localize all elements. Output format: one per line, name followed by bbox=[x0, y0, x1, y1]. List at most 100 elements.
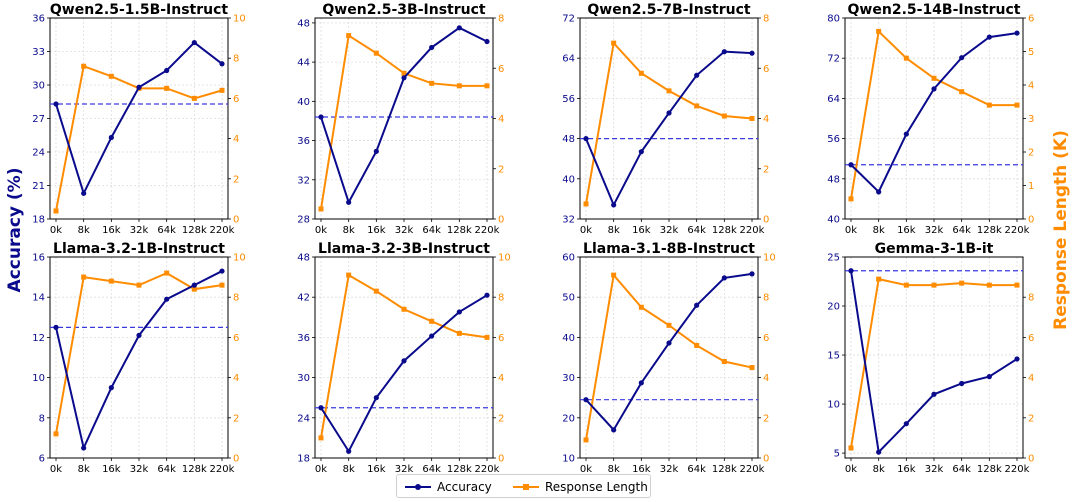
accuracy-point bbox=[666, 110, 672, 116]
right-tick-label: 8 bbox=[498, 293, 504, 304]
right-tick-label: 8 bbox=[763, 293, 769, 304]
left-tick-label: 50 bbox=[562, 293, 575, 304]
left-tick-label: 60 bbox=[562, 253, 575, 264]
subplot-title: Qwen2.5-14B-Instruct bbox=[848, 2, 1021, 18]
x-tick-label: 220k bbox=[1005, 225, 1030, 236]
accuracy-point bbox=[721, 49, 727, 55]
length-point bbox=[429, 318, 435, 324]
length-point bbox=[53, 431, 59, 437]
legend-item-accuracy: Accuracy bbox=[405, 479, 492, 495]
accuracy-point bbox=[583, 136, 589, 142]
plot-frame bbox=[579, 17, 759, 220]
left-tick-label: 20 bbox=[827, 302, 840, 313]
right-tick-label: 10 bbox=[498, 253, 511, 264]
accuracy-point bbox=[749, 50, 755, 56]
length-point bbox=[694, 103, 700, 109]
length-point bbox=[848, 196, 854, 202]
x-tick-label: 220k bbox=[475, 464, 500, 475]
x-tick-label: 128k bbox=[712, 464, 737, 475]
left-tick-label: 10 bbox=[562, 454, 575, 465]
right-tick-label: 4 bbox=[1028, 81, 1034, 92]
right-tick-label: 10 bbox=[233, 253, 246, 264]
left-tick-label: 21 bbox=[32, 181, 45, 192]
accuracy-point bbox=[903, 131, 909, 137]
length-point bbox=[346, 33, 352, 39]
length-point bbox=[666, 322, 672, 328]
accuracy-point bbox=[959, 55, 965, 61]
length-point bbox=[346, 272, 352, 278]
x-tick-label: 128k bbox=[447, 464, 472, 475]
subplot-2: 28 32 36 40 44 48 0 2 4 6 8 0k 8k 16k 32k 64k 128k 220k Qw… bbox=[297, 2, 504, 236]
subplot-title: Qwen2.5-1.5B-Instruct bbox=[50, 2, 229, 18]
right-tick-label: 8 bbox=[498, 14, 504, 25]
accuracy-point bbox=[903, 421, 909, 427]
plot-frame bbox=[844, 256, 1024, 459]
accuracy-point bbox=[219, 61, 225, 67]
x-tick-label: 0k bbox=[580, 225, 592, 236]
accuracy-point bbox=[986, 374, 992, 380]
left-tick-label: 56 bbox=[827, 134, 840, 145]
length-point bbox=[749, 365, 755, 371]
legend-item-length: Response Length bbox=[513, 479, 648, 495]
length-point bbox=[318, 206, 324, 212]
left-tick-label: 36 bbox=[297, 333, 310, 344]
length-point bbox=[456, 330, 462, 336]
left-tick-label: 48 bbox=[827, 174, 840, 185]
right-tick-label: 0 bbox=[763, 454, 769, 465]
legend-label-length: Response Length bbox=[545, 480, 648, 494]
right-tick-label: 10 bbox=[233, 14, 246, 25]
x-tick-label: 16k bbox=[102, 464, 121, 475]
x-tick-label: 0k bbox=[315, 225, 327, 236]
length-point bbox=[959, 89, 965, 95]
length-point bbox=[219, 87, 225, 93]
x-tick-label: 8k bbox=[608, 464, 620, 475]
length-point bbox=[164, 270, 170, 276]
left-tick-label: 80 bbox=[827, 14, 840, 25]
left-tick-label: 36 bbox=[32, 14, 45, 25]
x-tick-label: 16k bbox=[897, 225, 916, 236]
x-tick-label: 64k bbox=[157, 464, 176, 475]
right-tick-label: 4 bbox=[763, 373, 769, 384]
left-tick-label: 36 bbox=[297, 136, 310, 147]
left-tick-label: 30 bbox=[562, 373, 575, 384]
accuracy-point bbox=[484, 38, 490, 45]
accuracy-point bbox=[401, 75, 407, 81]
accuracy-point bbox=[191, 39, 197, 46]
plot-frame bbox=[49, 256, 229, 459]
length-point bbox=[1014, 282, 1020, 288]
length-point bbox=[81, 63, 87, 69]
accuracy-point bbox=[429, 333, 435, 339]
accuracy-point bbox=[53, 324, 59, 330]
right-tick-label: 0 bbox=[233, 454, 239, 465]
length-point bbox=[583, 201, 589, 207]
length-point bbox=[876, 276, 882, 282]
accuracy-point bbox=[583, 397, 589, 403]
x-tick-label: 16k bbox=[632, 225, 651, 236]
x-tick-label: 128k bbox=[977, 225, 1002, 236]
accuracy-point bbox=[986, 34, 992, 40]
x-tick-label: 32k bbox=[925, 225, 944, 236]
accuracy-point bbox=[318, 405, 324, 411]
right-tick-label: 0 bbox=[498, 215, 504, 226]
length-point bbox=[53, 208, 59, 214]
x-tick-label: 128k bbox=[182, 225, 207, 236]
subplot-8: 5 10 15 20 25 0 2 4 6 8 0k 8k 16k 32k 64k 128k 220k Gemma… bbox=[827, 241, 1034, 475]
accuracy-point bbox=[164, 67, 170, 74]
left-tick-label: 44 bbox=[297, 58, 310, 69]
length-point bbox=[638, 70, 644, 76]
left-tick-label: 25 bbox=[827, 253, 840, 264]
length-point bbox=[611, 272, 617, 278]
accuracy-point bbox=[136, 332, 142, 338]
left-tick-label: 40 bbox=[562, 333, 575, 344]
accuracy-point bbox=[611, 202, 617, 208]
right-tick-label: 3 bbox=[1028, 114, 1034, 125]
subplot-title: Qwen2.5-7B-Instruct bbox=[587, 2, 751, 18]
accuracy-point bbox=[346, 199, 352, 205]
left-tick-label: 10 bbox=[827, 400, 840, 411]
accuracy-point bbox=[318, 114, 324, 120]
left-tick-label: 20 bbox=[562, 413, 575, 424]
